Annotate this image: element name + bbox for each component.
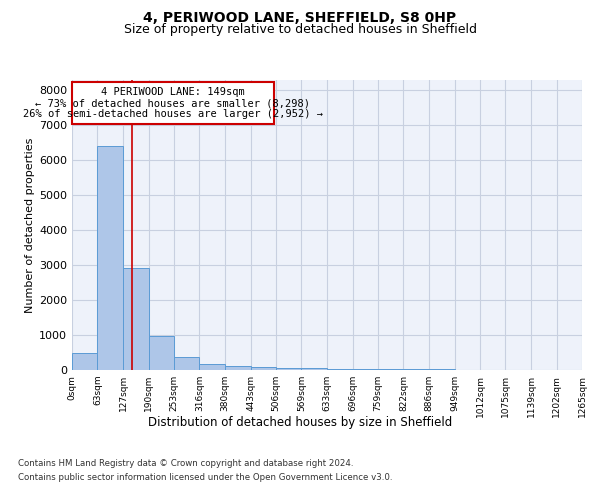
Text: Contains HM Land Registry data © Crown copyright and database right 2024.: Contains HM Land Registry data © Crown c… <box>18 460 353 468</box>
Bar <box>149 336 174 370</box>
Text: 4, PERIWOOD LANE, SHEFFIELD, S8 0HP: 4, PERIWOOD LANE, SHEFFIELD, S8 0HP <box>143 10 457 24</box>
Bar <box>276 368 301 370</box>
Text: Contains public sector information licensed under the Open Government Licence v3: Contains public sector information licen… <box>18 473 392 482</box>
Bar <box>225 366 251 370</box>
Bar <box>72 82 274 124</box>
Y-axis label: Number of detached properties: Number of detached properties <box>25 138 35 312</box>
Bar <box>353 369 378 370</box>
Bar <box>251 367 276 370</box>
Text: Distribution of detached houses by size in Sheffield: Distribution of detached houses by size … <box>148 416 452 429</box>
Text: 4 PERIWOOD LANE: 149sqm: 4 PERIWOOD LANE: 149sqm <box>101 87 245 97</box>
Bar <box>378 369 403 370</box>
Text: 26% of semi-detached houses are larger (2,952) →: 26% of semi-detached houses are larger (… <box>23 110 323 120</box>
Bar <box>123 268 149 370</box>
Text: Size of property relative to detached houses in Sheffield: Size of property relative to detached ho… <box>124 24 476 36</box>
Bar <box>174 356 199 370</box>
Bar <box>327 369 353 370</box>
Bar <box>97 146 123 370</box>
Bar <box>72 352 97 370</box>
Bar <box>199 364 225 370</box>
Text: ← 73% of detached houses are smaller (8,298): ← 73% of detached houses are smaller (8,… <box>35 98 310 108</box>
Bar <box>301 368 327 370</box>
